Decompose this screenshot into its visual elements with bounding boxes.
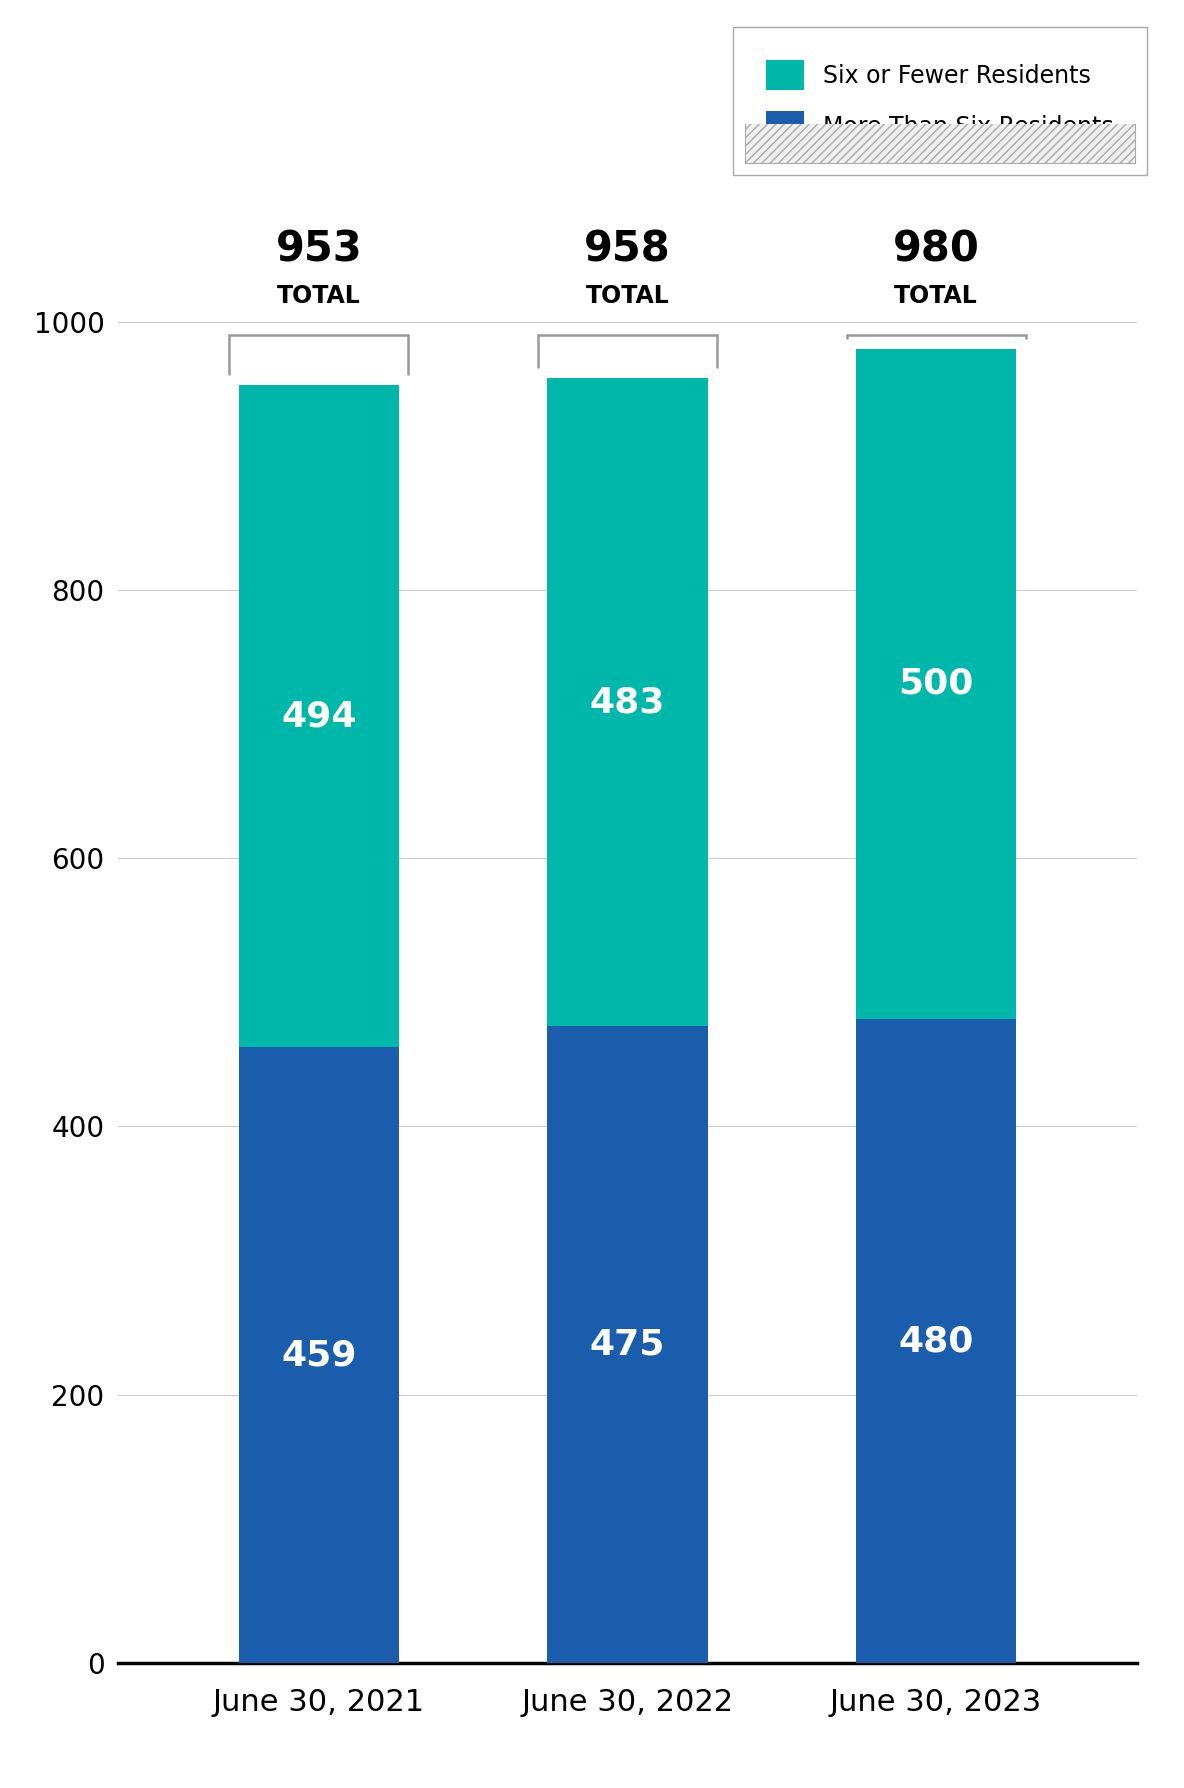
Text: 494: 494 (282, 699, 356, 733)
Bar (239, 384, 399, 1048)
Text: 459: 459 (282, 1337, 356, 1371)
Bar (547, 379, 708, 1026)
Text: 953: 953 (276, 229, 362, 272)
Text: 500: 500 (899, 667, 973, 701)
Text: TOTAL: TOTAL (277, 284, 361, 309)
Text: 475: 475 (590, 1327, 665, 1361)
Bar (856, 1019, 1016, 1663)
Text: TOTAL: TOTAL (586, 284, 669, 309)
Bar (856, 349, 1016, 1019)
Legend: Six or Fewer Residents, More Than Six Residents: Six or Fewer Residents, More Than Six Re… (745, 39, 1135, 163)
Text: 480: 480 (899, 1323, 973, 1359)
Text: 483: 483 (590, 685, 665, 719)
Bar (547, 1026, 708, 1663)
Text: 980: 980 (893, 229, 979, 272)
Text: TOTAL: TOTAL (894, 284, 978, 309)
Bar (239, 1048, 399, 1663)
Text: 958: 958 (584, 229, 671, 272)
